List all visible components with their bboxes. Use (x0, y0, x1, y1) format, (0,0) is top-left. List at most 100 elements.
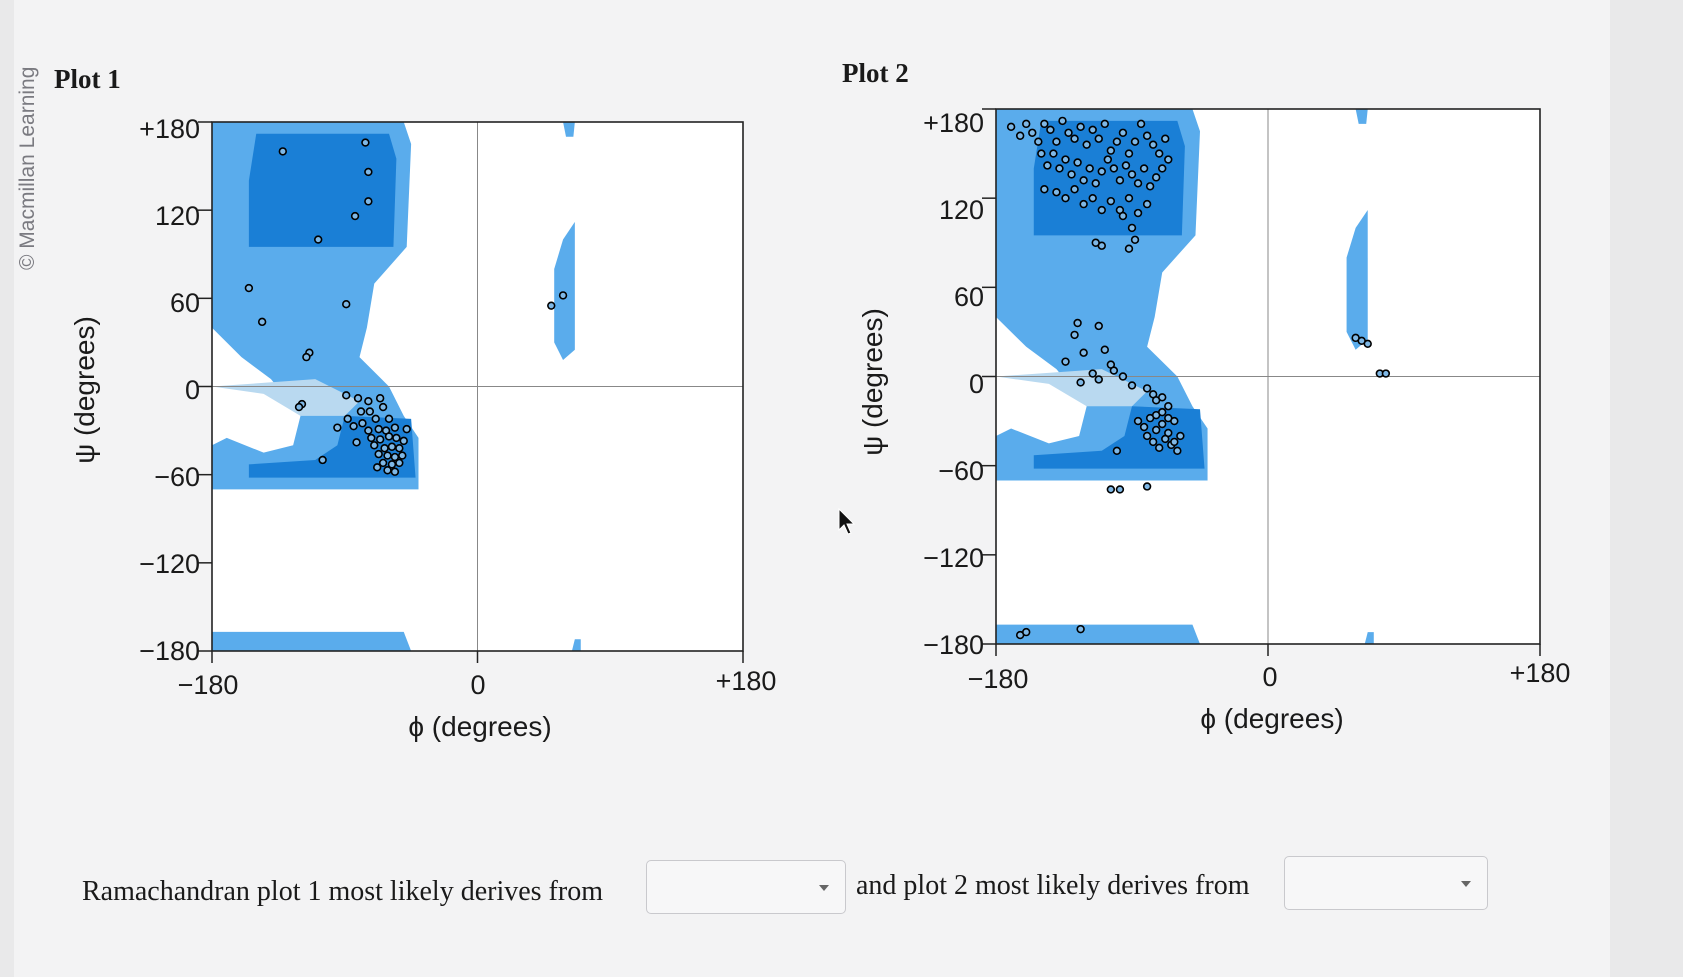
data-point (1142, 482, 1152, 491)
data-point (356, 407, 366, 416)
x-tick-label: −180 (968, 664, 1029, 694)
y-tick-label: 0 (185, 375, 200, 405)
data-point (1161, 434, 1170, 444)
data-point (1142, 431, 1152, 441)
data-point (342, 391, 351, 400)
data-point (1034, 137, 1043, 146)
data-point (387, 442, 397, 451)
data-point (1094, 321, 1103, 331)
data-point (1049, 149, 1058, 158)
y-axis-label: ψ (degrees) (69, 316, 100, 464)
data-point (1043, 161, 1052, 170)
data-point (318, 455, 327, 465)
data-point (1079, 199, 1088, 209)
data-point (384, 414, 394, 424)
data-point (1091, 179, 1100, 188)
question-sentence: Ramachandran plot 1 most likely derives … (0, 860, 1600, 920)
data-point (399, 436, 408, 446)
data-point (314, 235, 323, 244)
data-point (1124, 193, 1134, 203)
data-point (1052, 137, 1061, 146)
plot-2-area (982, 108, 1541, 656)
data-point (1130, 235, 1140, 244)
data-point (1118, 128, 1128, 137)
data-point (1148, 140, 1158, 149)
data-point (384, 432, 394, 441)
data-point (1161, 134, 1170, 143)
data-point (1145, 182, 1155, 191)
data-point (365, 407, 375, 416)
data-point (342, 300, 351, 309)
y-tick-label: −180 (139, 636, 200, 666)
data-point (1164, 402, 1173, 411)
data-point (1115, 176, 1125, 185)
plot-2-title: Plot 2 (842, 58, 909, 88)
data-point (364, 167, 373, 177)
data-point (1076, 122, 1085, 132)
data-point (352, 438, 361, 447)
data-point (278, 147, 287, 156)
y-tick-label: −120 (139, 549, 200, 579)
data-point (1100, 345, 1110, 354)
data-point (1127, 223, 1137, 233)
data-point (1121, 161, 1131, 170)
mouse-cursor-icon (838, 508, 856, 535)
data-point (1076, 624, 1085, 634)
generous-region (212, 379, 360, 416)
y-tick-label: 60 (954, 282, 984, 312)
data-point (1091, 238, 1100, 247)
data-point (383, 451, 392, 460)
data-point (1151, 173, 1161, 182)
data-point (1085, 164, 1094, 173)
data-point (1164, 413, 1173, 423)
y-tick-label: −60 (938, 456, 984, 486)
data-point (343, 414, 352, 424)
data-point (1058, 116, 1067, 126)
data-point (1154, 149, 1164, 158)
data-point (1118, 211, 1128, 221)
data-point (1106, 196, 1116, 206)
data-point (1061, 155, 1070, 164)
question-text-part-2: and plot 2 most likely derives from (856, 870, 1250, 901)
data-point (380, 444, 389, 453)
data-point (1028, 128, 1037, 137)
left-handed-helix-region (554, 221, 575, 361)
plot-1-source-dropdown[interactable] (646, 860, 846, 914)
data-point (1363, 339, 1372, 349)
data-point (392, 433, 401, 443)
data-point (395, 458, 404, 468)
y-tick-label: −180 (923, 630, 984, 660)
x-tick-label: −180 (178, 670, 239, 700)
data-point (1112, 137, 1122, 146)
data-point (1133, 179, 1143, 188)
plot-2-source-dropdown[interactable] (1284, 856, 1488, 910)
x-tick-label: +180 (716, 666, 777, 696)
data-point (1067, 170, 1076, 179)
data-point (374, 424, 383, 434)
data-point (547, 301, 556, 310)
data-point (1109, 164, 1119, 173)
data-point (1055, 164, 1064, 173)
data-point (1133, 208, 1143, 218)
plot-1-title: Plot 1 (54, 64, 121, 94)
data-point (1148, 437, 1158, 447)
data-point (1170, 437, 1179, 447)
data-point (1112, 446, 1122, 456)
generous-region (996, 369, 1148, 407)
data-point (1173, 446, 1182, 456)
data-point (1082, 140, 1091, 149)
y-tick-label: −60 (154, 462, 200, 492)
data-point (1073, 158, 1082, 167)
data-point (1015, 131, 1025, 140)
data-point (361, 138, 370, 147)
plot-1-area (198, 121, 744, 663)
data-point (1381, 369, 1391, 378)
x-axis-label: ϕ (degrees) (1200, 703, 1343, 734)
data-point (244, 283, 254, 293)
data-point (1046, 125, 1055, 135)
data-point (1040, 185, 1049, 194)
small-region (571, 639, 581, 651)
small-region (1355, 109, 1368, 124)
data-point (1127, 170, 1137, 179)
data-point (1076, 378, 1085, 387)
